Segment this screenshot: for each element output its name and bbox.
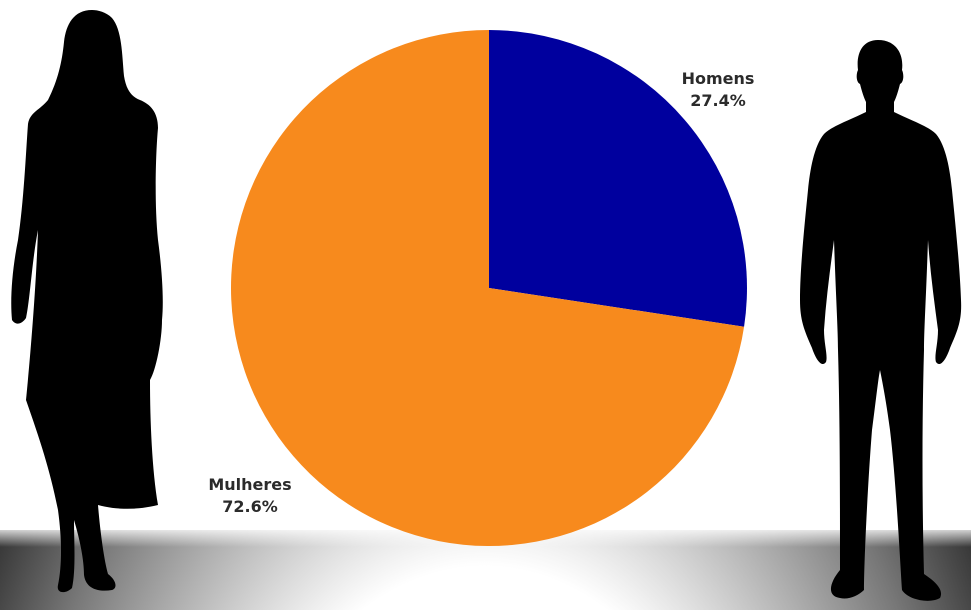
man-silhouette-icon	[800, 40, 962, 601]
slice-value-mulheres: 72.6%	[222, 497, 278, 516]
woman-silhouette-icon	[11, 10, 163, 593]
pie-labels: Homens 27.4% Mulheres 72.6%	[208, 69, 754, 516]
pie-slices	[230, 30, 747, 547]
pie-slice-mulheres	[230, 30, 745, 547]
pie-slice-homens	[489, 30, 747, 327]
slice-label-mulheres: Mulheres	[208, 475, 291, 494]
slice-value-homens: 27.4%	[690, 91, 746, 110]
slice-label-homens: Homens	[682, 69, 755, 88]
